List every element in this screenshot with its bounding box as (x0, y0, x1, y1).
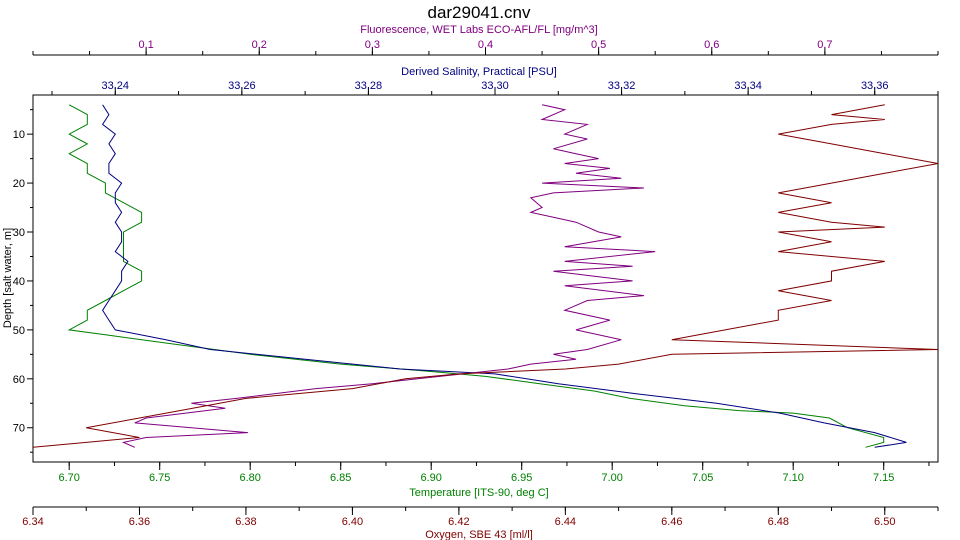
fluorescence-tick-label: 0.6 (704, 39, 719, 51)
oxygen-tick-label: 6.36 (129, 516, 150, 528)
oxygen-axis-title: Oxygen, SBE 43 [ml/l] (425, 529, 533, 540)
temperature-tick-label: 6.75 (149, 472, 170, 484)
temperature-tick-label: 7.00 (601, 472, 622, 484)
fluorescence-tick-label: 0.7 (817, 39, 832, 51)
temperature-tick-label: 7.15 (873, 472, 894, 484)
oxygen-tick-label: 6.50 (874, 516, 895, 528)
salinity-profile-line (101, 104, 907, 448)
chart-title: dar29041.cnv (427, 3, 531, 22)
oxygen-tick-label: 6.42 (448, 516, 469, 528)
salinity-tick-label: 33.34 (734, 80, 762, 92)
axes-layer: 0.1 0.2 0.3 0.4 0.5 0.6 0.7 Fluorescence, WET L… (22, 24, 939, 540)
fluorescence-tick-label: 0.2 (252, 39, 267, 51)
oxygen-tick-label: 6.38 (235, 516, 256, 528)
oxygen-profile-line (32, 104, 939, 448)
salinity-tick-label: 33.28 (355, 80, 383, 92)
fluorescence-tick-label: 0.4 (478, 39, 493, 51)
fluorescence-axis-title: Fluorescence, WET Labs ECO-AFL/FL [mg/m^… (360, 24, 597, 36)
temperature-tick-label: 7.10 (782, 472, 803, 484)
oxygen-tick-label: 6.46 (661, 516, 682, 528)
temperature-tick-label: 6.80 (239, 472, 260, 484)
fluorescence-profile-line (121, 104, 656, 448)
depth-axis-label: Depth [salt water, m] (2, 228, 14, 328)
depth-tick-label: 40 (13, 276, 25, 288)
series-layer (32, 104, 939, 448)
salinity-axis-title: Derived Salinity, Practical [PSU] (401, 66, 557, 78)
temperature-axis-title: Temperature [ITS-90, deg C] (409, 487, 548, 499)
temperature-tick-label: 6.90 (420, 472, 441, 484)
fluorescence-tick-label: 0.5 (591, 39, 606, 51)
temperature-tick-label: 6.70 (58, 472, 79, 484)
depth-tick-label: 10 (13, 129, 25, 141)
salinity-tick-label: 33.24 (102, 80, 130, 92)
salinity-axis: 33.24 33.26 33.28 33.30 33.32 33.34 33.36 Deriv… (51, 66, 939, 95)
depth-tick-label: 60 (13, 374, 25, 386)
salinity-tick-label: 33.30 (481, 80, 509, 92)
depth-tick-label: 70 (13, 423, 25, 435)
salinity-tick-label: 33.36 (861, 80, 889, 92)
oxygen-tick-label: 6.48 (768, 516, 789, 528)
fluorescence-tick-label: 0.1 (138, 39, 153, 51)
oxygen-tick-label: 6.44 (555, 516, 576, 528)
depth-tick-label: 20 (13, 178, 25, 190)
depth-tick-label: 30 (13, 227, 25, 239)
oxygen-axis: 6.34 6.36 6.38 6.40 6.42 6.44 6.46 6.48 6.50 Oxyg… (22, 506, 939, 540)
temperature-tick-label: 6.85 (330, 472, 351, 484)
fluorescence-tick-label: 0.3 (365, 39, 380, 51)
depth-tick-label: 50 (13, 325, 25, 337)
salinity-tick-label: 33.26 (228, 80, 256, 92)
temperature-axis: 6.70 6.75 6.80 6.85 6.90 6.95 7.00 7.05 7.10 7.15… (58, 462, 930, 499)
depth-axis: 10 20 30 40 50 60 70 (13, 109, 33, 453)
temperature-tick-label: 7.05 (692, 472, 713, 484)
oxygen-tick-label: 6.34 (22, 516, 43, 528)
salinity-tick-label: 33.32 (608, 80, 636, 92)
fluorescence-axis: 0.1 0.2 0.3 0.4 0.5 0.6 0.7 Fluorescence, WET L… (32, 24, 939, 56)
temperature-tick-label: 6.95 (511, 472, 532, 484)
oxygen-tick-label: 6.40 (342, 516, 363, 528)
plot-area (32, 94, 939, 463)
temperature-profile-line (67, 104, 885, 448)
